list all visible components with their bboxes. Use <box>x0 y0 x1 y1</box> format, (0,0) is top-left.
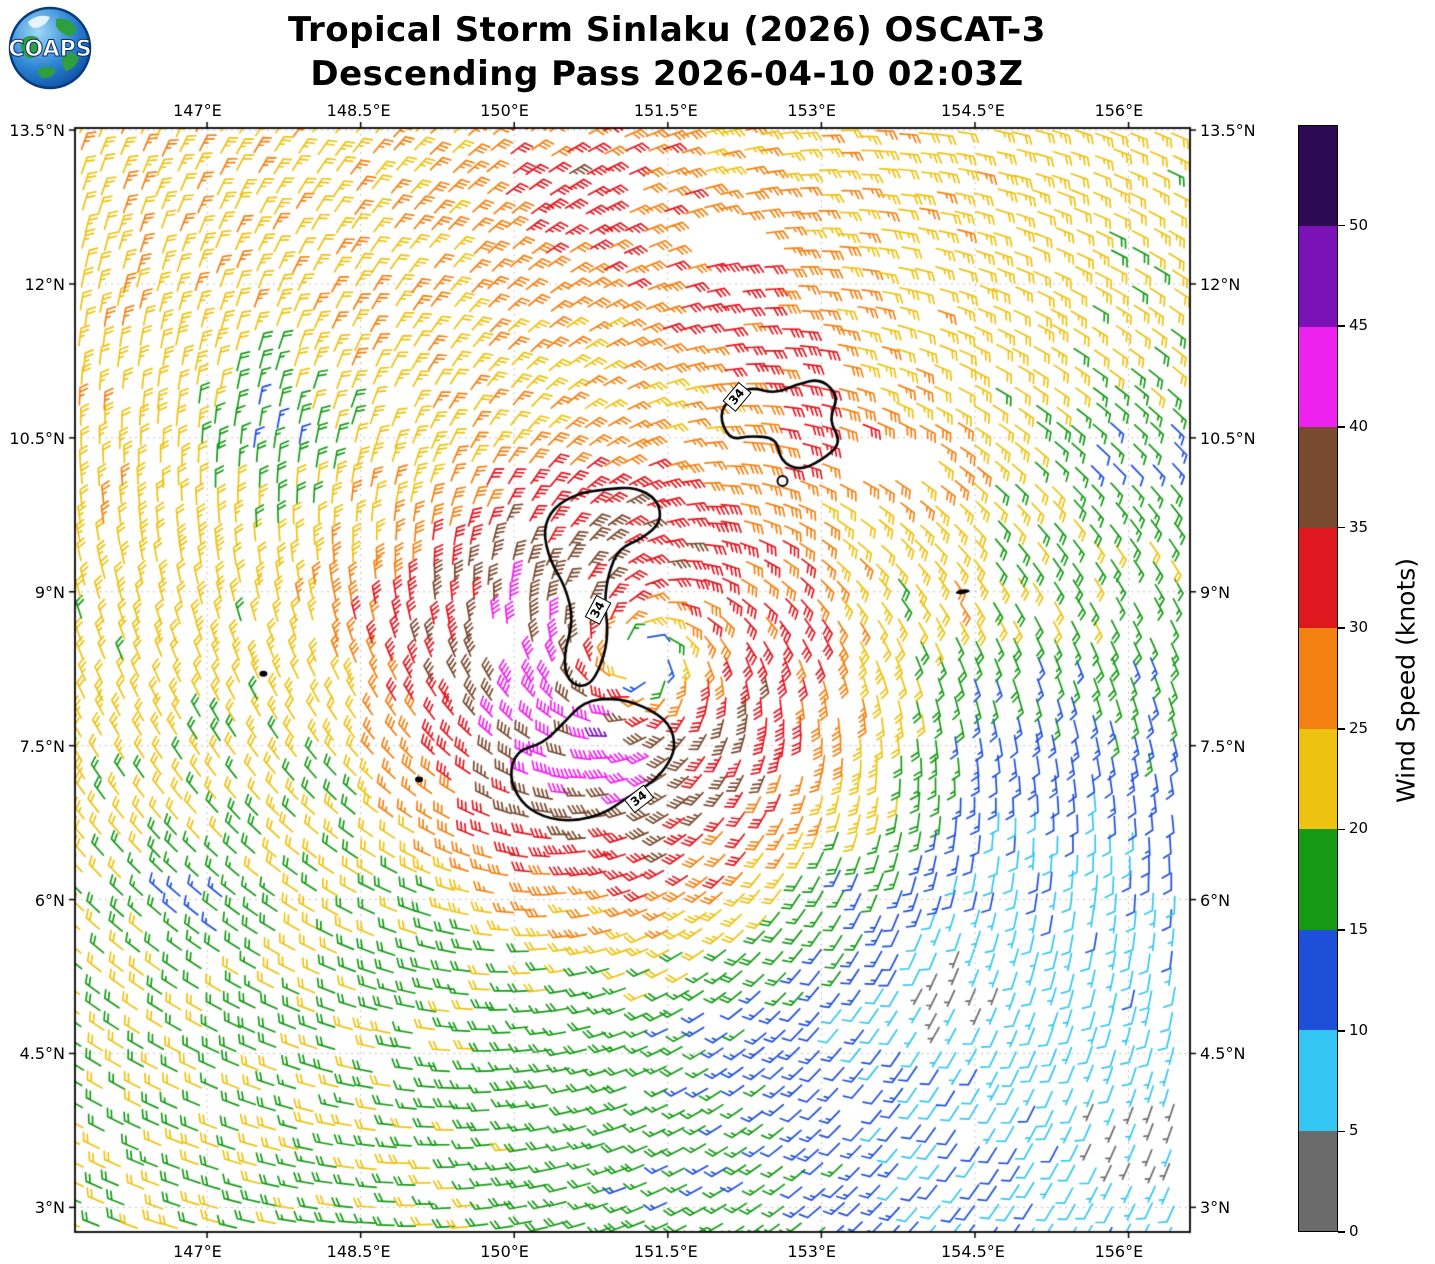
x-tick-label-bottom: 154.5°E <box>940 1242 1005 1261</box>
colorbar-tick-label: 40 <box>1349 416 1369 435</box>
colorbar-segment-0-5 <box>1299 1130 1337 1231</box>
y-tick-label-right: 6°N <box>1200 890 1231 910</box>
y-tick-label-left: 7.5°N <box>19 736 65 756</box>
x-tick-label-bottom: 147°E <box>173 1242 222 1261</box>
coaps-logo: COAPS <box>8 6 92 90</box>
colorbar-segment-40-45 <box>1299 326 1337 428</box>
chart-title: Tropical Storm Sinlaku (2026) OSCAT-3 <box>288 10 1046 50</box>
y-tick-label-left: 4.5°N <box>19 1044 65 1064</box>
colorbar-tick <box>1338 426 1345 428</box>
globe-land <box>20 35 40 59</box>
y-tick-label-right: 4.5°N <box>1200 1044 1246 1064</box>
colorbar-tick-label: 20 <box>1349 819 1369 838</box>
x-tick-label-bottom: 156°E <box>1094 1242 1144 1261</box>
chart-subtitle: Descending Pass 2026-04-10 02:03Z <box>310 54 1024 94</box>
y-tick-label-left: 9°N <box>34 582 65 602</box>
y-tick-label-right: 3°N <box>1200 1198 1231 1218</box>
coaps-logo-globe: COAPS <box>8 6 92 90</box>
title-block: Tropical Storm Sinlaku (2026) OSCAT-3 De… <box>0 8 1334 96</box>
colorbar-segment-5-10 <box>1299 1030 1337 1131</box>
y-tick-label-right: 7.5°N <box>1200 736 1246 756</box>
colorbar-tick-label: 50 <box>1349 215 1369 234</box>
colorbar-tick-label: 35 <box>1349 517 1369 536</box>
colorbar-segment-35-40 <box>1299 427 1337 528</box>
y-tick-label-left: 3°N <box>34 1198 65 1218</box>
x-tick-label-top: 150°E <box>480 101 529 120</box>
colorbar-tick-label: 5 <box>1349 1121 1359 1140</box>
globe-land <box>56 18 76 36</box>
colorbar-tick-label: 25 <box>1349 718 1369 737</box>
colorbar-axis-label: Wind Speed (knots) <box>1391 557 1421 803</box>
x-tick-label-bottom: 153°E <box>787 1242 837 1261</box>
y-tick-label-right: 10.5°N <box>1200 428 1256 448</box>
x-tick-label-bottom: 148.5°E <box>326 1242 391 1261</box>
y-tick-label-right: 12°N <box>1200 274 1241 294</box>
colorbar-tick <box>1338 1231 1345 1233</box>
y-tick-label-left: 12°N <box>24 274 65 294</box>
colorbar-segment-10-15 <box>1299 929 1337 1031</box>
y-tick-label-left: 6°N <box>34 890 65 910</box>
colorbar-tick <box>1338 627 1345 629</box>
colorbar-tick <box>1338 929 1345 931</box>
colorbar-tick <box>1338 526 1345 529</box>
x-tick-label-top: 148.5°E <box>326 101 391 120</box>
colorbar-tick <box>1338 728 1345 730</box>
colorbar-segment-15-20 <box>1299 829 1337 930</box>
colorbar-tick-label: 10 <box>1349 1020 1369 1039</box>
colorbar-segment-45-50 <box>1299 226 1337 327</box>
y-tick-label-right: 13.5°N <box>1200 121 1256 141</box>
y-tick-label-left: 10.5°N <box>9 428 65 448</box>
colorbar-tick-label: 15 <box>1349 920 1369 939</box>
y-tick-label-right: 9°N <box>1200 582 1231 602</box>
globe-icecap <box>28 15 50 28</box>
colorbar <box>1298 125 1338 1232</box>
globe-land <box>61 52 79 71</box>
colorbar-tick-label: 0 <box>1349 1222 1359 1240</box>
colorbar-segment-25-30 <box>1299 628 1337 729</box>
y-tick-label-left: 13.5°N <box>9 121 65 141</box>
colorbar-tick-label: 30 <box>1349 618 1369 637</box>
colorbar-tick-label: 45 <box>1349 316 1369 335</box>
colorbar-segment-50-55 <box>1299 126 1337 227</box>
x-tick-label-top: 153°E <box>787 101 837 120</box>
x-tick-label-bottom: 150°E <box>480 1242 529 1261</box>
colorbar-tick <box>1338 1029 1345 1032</box>
colorbar-tick <box>1338 828 1345 831</box>
colorbar-tick <box>1338 1130 1345 1133</box>
colorbar-tick <box>1338 224 1345 227</box>
coaps-logo-text: COAPS <box>8 37 91 62</box>
colorbar-tick <box>1338 325 1345 328</box>
x-tick-label-top: 151.5°E <box>633 101 698 120</box>
globe-land <box>37 66 56 79</box>
x-tick-label-top: 147°E <box>173 101 222 120</box>
x-tick-label-bottom: 151.5°E <box>633 1242 698 1261</box>
colorbar-segment-20-25 <box>1299 728 1337 830</box>
x-tick-label-top: 154.5°E <box>940 101 1005 120</box>
x-tick-label-top: 156°E <box>1094 101 1144 120</box>
colorbar-segment-30-35 <box>1299 527 1337 629</box>
